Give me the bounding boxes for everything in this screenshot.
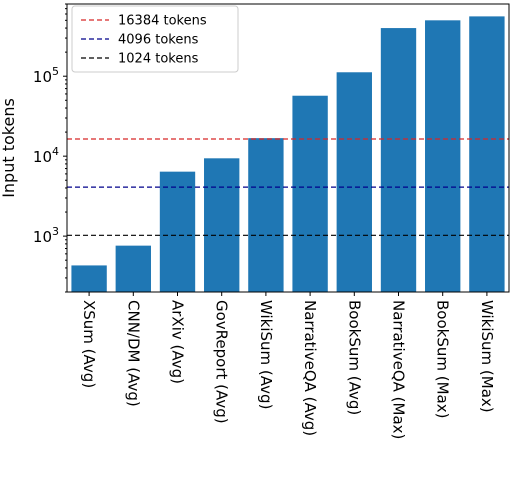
y-axis-ticks: 103 104 105 [33, 3, 67, 293]
x-tick-label: WikiSum (Avg) [257, 300, 275, 409]
x-tick-label: XSum (Avg) [80, 300, 98, 388]
bar [380, 28, 417, 292]
bar [159, 171, 196, 292]
x-tick-label: ArXiv (Avg) [169, 300, 187, 384]
bar [292, 95, 328, 292]
bar [425, 20, 461, 293]
legend-label: 16384 tokens [118, 14, 207, 29]
legend: 16384 tokens 4096 tokens 1024 tokens [71, 5, 239, 73]
x-tick-label: NarrativeQA (Avg) [301, 300, 319, 436]
bar [248, 138, 284, 292]
bar [204, 158, 240, 292]
bar [336, 72, 372, 292]
y-axis-title: Input tokens [0, 98, 18, 198]
x-tick-label: WikiSum (Max) [478, 300, 496, 413]
bars-group [71, 16, 505, 293]
legend-label: 4096 tokens [118, 33, 199, 48]
x-tick-label: CNN/DM (Avg) [124, 300, 142, 407]
reference-lines-group [67, 138, 509, 236]
y-tick-label: 105 [33, 65, 59, 86]
x-tick-label: BookSum (Avg) [345, 300, 363, 415]
plot-frame [66, 3, 510, 293]
x-tick-label: NarrativeQA (Max) [390, 300, 408, 439]
bar [469, 16, 505, 292]
legend-box [71, 5, 239, 73]
x-tick-label: GovReport (Avg) [213, 300, 231, 424]
legend-label: 1024 tokens [118, 52, 199, 67]
bar [115, 245, 151, 292]
y-tick-label: 104 [33, 145, 59, 166]
x-tick-label: BookSum (Max) [434, 300, 452, 418]
y-tick-label: 103 [33, 225, 59, 246]
x-axis-ticks: XSum (Avg) CNN/DM (Avg) ArXiv (Avg) GovRepo… [80, 292, 496, 439]
bar [71, 265, 107, 292]
